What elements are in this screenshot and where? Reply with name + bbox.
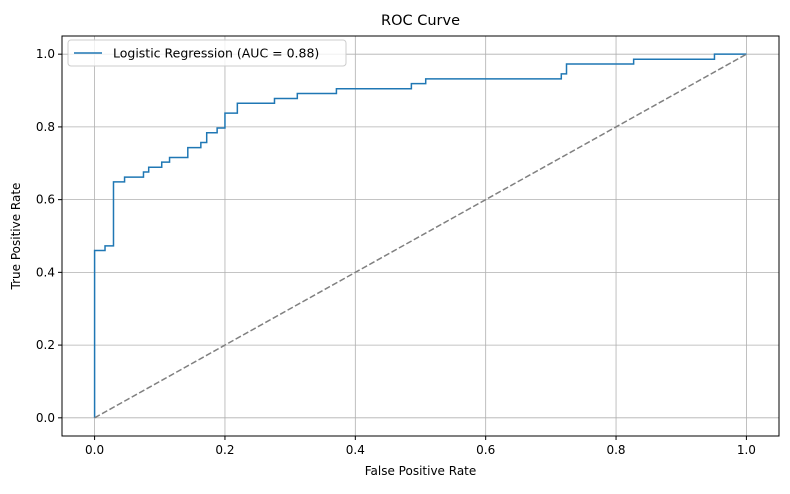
x-tick-label: 0.2 xyxy=(215,443,234,457)
x-tick-label: 0.0 xyxy=(85,443,104,457)
axis-ticks: 0.0 0.2 0.4 0.6 0.8 1.0 0.0 0.2 0.4 0.6 0.8 1.0 xyxy=(36,47,756,457)
plot-frame xyxy=(61,35,780,437)
roc-curve-line xyxy=(93,53,747,418)
chance-diagonal-line xyxy=(94,53,747,419)
y-tick-label: 0.4 xyxy=(36,265,55,279)
y-tick-label: 0.0 xyxy=(36,411,55,425)
legend-box xyxy=(67,39,347,67)
plot-data xyxy=(93,53,747,419)
x-tick-label: 1.0 xyxy=(737,443,756,457)
legend: Logistic Regression (AUC = 0.88) xyxy=(67,39,347,67)
x-tick-label: 0.8 xyxy=(606,443,625,457)
y-tick-label: 0.6 xyxy=(36,193,55,207)
x-tick-label: 0.4 xyxy=(346,443,365,457)
chart-title: ROC Curve xyxy=(381,13,460,29)
legend-label-roc: Logistic Regression (AUC = 0.88) xyxy=(113,46,319,61)
x-tick-label: 0.6 xyxy=(476,443,495,457)
y-axis-label: True Positive Rate xyxy=(9,183,23,291)
y-tick-label: 1.0 xyxy=(36,47,55,61)
x-axis-label: False Positive Rate xyxy=(365,464,477,478)
y-tick-label: 0.8 xyxy=(36,120,55,134)
y-tick-label: 0.2 xyxy=(36,338,55,352)
